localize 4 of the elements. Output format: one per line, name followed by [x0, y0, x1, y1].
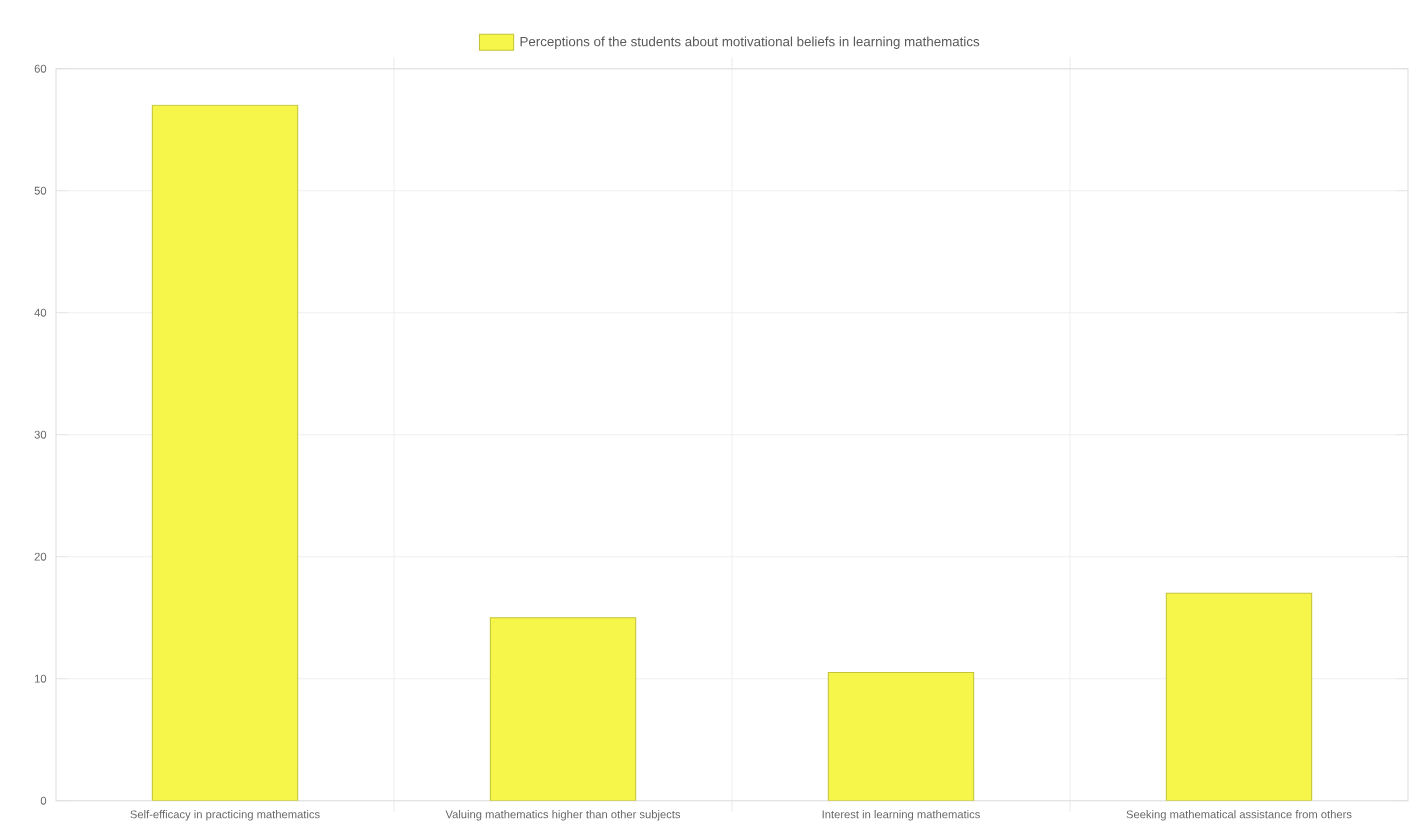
bar — [151, 104, 299, 801]
bar — [489, 617, 637, 801]
bar — [1165, 592, 1313, 801]
bar — [827, 672, 975, 801]
